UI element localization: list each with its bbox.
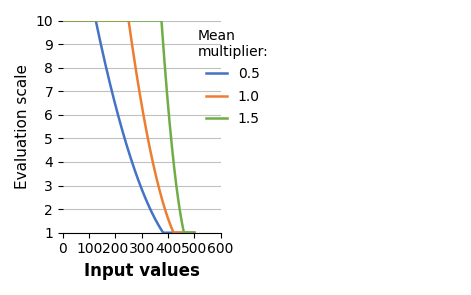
- 1.0: [187, 231, 193, 235]
- 1.5: [187, 231, 193, 235]
- Line: 1.5: 1.5: [63, 20, 195, 233]
- 1.0: [121, 19, 126, 22]
- Line: 1.0: 1.0: [63, 20, 195, 233]
- 0.5: [188, 231, 194, 235]
- 1.5: [67, 19, 73, 22]
- 1.0: [171, 231, 176, 235]
- 0.5: [163, 231, 169, 235]
- 1.5: [124, 19, 130, 22]
- 1.0: [124, 19, 130, 22]
- 0.5: [124, 144, 130, 148]
- 1.0: [192, 231, 197, 235]
- Y-axis label: Evaluation scale: Evaluation scale: [15, 64, 30, 189]
- 1.5: [121, 19, 126, 22]
- Line: 0.5: 0.5: [63, 20, 195, 233]
- 0.5: [187, 231, 193, 235]
- 1.5: [163, 84, 169, 88]
- Legend: 0.5, 1.0, 1.5: 0.5, 1.0, 1.5: [192, 23, 274, 132]
- 1.0: [60, 19, 66, 22]
- 1.0: [67, 19, 73, 22]
- 1.5: [60, 19, 66, 22]
- 0.5: [67, 19, 73, 22]
- 1.5: [181, 231, 187, 235]
- 0.5: [121, 132, 126, 136]
- 1.0: [188, 231, 194, 235]
- 0.5: [60, 19, 66, 22]
- X-axis label: Input values: Input values: [84, 262, 200, 280]
- 1.5: [192, 231, 197, 235]
- 1.5: [188, 231, 194, 235]
- 0.5: [160, 231, 166, 235]
- 0.5: [192, 231, 197, 235]
- 1.0: [163, 212, 169, 215]
